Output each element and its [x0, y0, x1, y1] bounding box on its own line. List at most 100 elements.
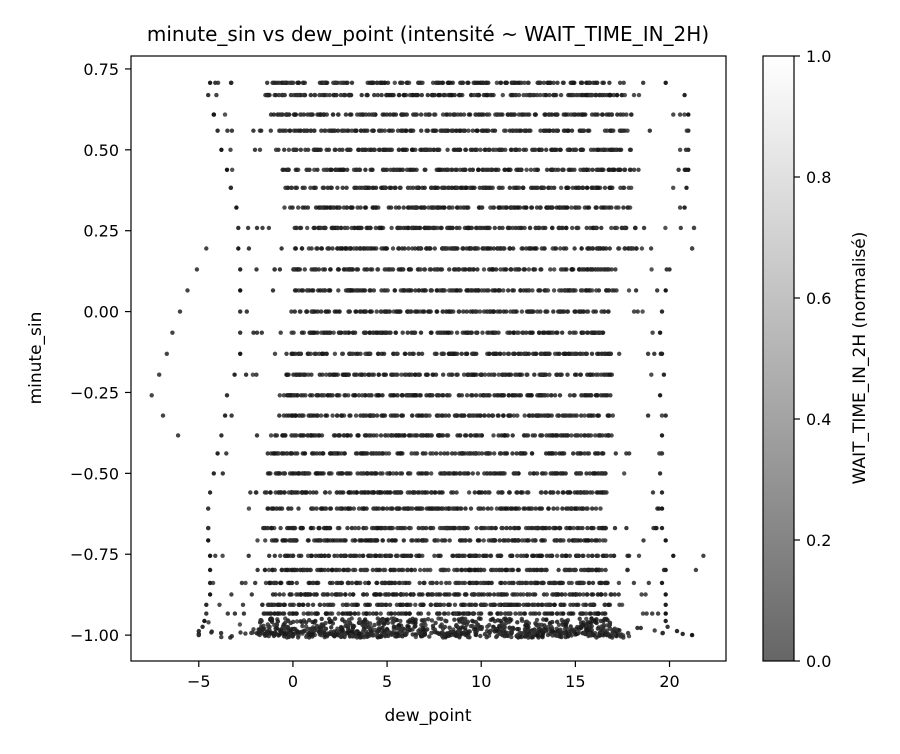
scatter-point — [326, 553, 332, 558]
scatter-point — [565, 309, 570, 314]
scatter-point — [318, 225, 324, 231]
scatter-point — [369, 553, 374, 558]
scatter-point — [327, 246, 332, 251]
scatter-point — [296, 205, 301, 210]
scatter-point — [525, 80, 531, 86]
scatter-point — [622, 92, 627, 98]
scatter-point — [426, 309, 431, 314]
scatter-point — [341, 433, 347, 438]
scatter-point — [296, 92, 301, 98]
scatter-point — [504, 80, 509, 86]
scatter-point — [507, 246, 513, 251]
scatter-point — [468, 413, 473, 418]
scatter-point — [357, 372, 363, 377]
scatter-point — [373, 451, 379, 456]
scatter-point — [314, 393, 319, 398]
scatter-point — [506, 413, 511, 418]
scatter-point — [440, 309, 445, 314]
scatter-point — [461, 309, 466, 314]
scatter-point — [313, 267, 318, 272]
scatter-point — [279, 80, 285, 86]
scatter-point — [428, 288, 434, 293]
scatter-point — [583, 393, 589, 398]
scatter-point — [492, 128, 498, 133]
scatter-point — [577, 592, 583, 597]
scatter-point — [424, 246, 429, 251]
scatter-point — [510, 92, 515, 98]
scatter-point — [456, 309, 461, 314]
scatter-point — [523, 580, 528, 586]
scatter-point — [609, 433, 614, 438]
scatter-point — [399, 490, 404, 495]
scatter-point — [278, 525, 283, 531]
scatter-point — [596, 525, 601, 531]
scatter-point — [300, 288, 306, 293]
scatter-point — [420, 288, 425, 293]
scatter-point — [361, 330, 367, 335]
scatter-point — [423, 413, 428, 418]
scatter-point — [581, 553, 586, 558]
scatter-point — [361, 525, 366, 531]
scatter-point — [581, 112, 587, 117]
scatter-point — [593, 372, 599, 377]
scatter-point — [555, 112, 560, 117]
scatter-point — [385, 471, 390, 476]
scatter-point — [565, 128, 570, 133]
scatter-point — [500, 185, 505, 190]
scatter-point — [389, 506, 394, 511]
scatter-point — [558, 580, 564, 586]
scatter-point — [324, 525, 330, 531]
scatter-point — [659, 506, 665, 511]
scatter-point — [553, 92, 559, 98]
scatter-point — [412, 451, 417, 456]
scatter-point — [277, 506, 282, 511]
scatter-point — [374, 80, 379, 86]
scatter-point — [345, 80, 350, 86]
scatter-point — [363, 580, 368, 586]
scatter-point — [473, 309, 478, 314]
scatter-point — [641, 225, 647, 231]
scatter-point — [584, 490, 589, 495]
scatter-point — [485, 330, 490, 335]
scatter-point — [593, 80, 598, 86]
scatter-point — [418, 567, 423, 573]
scatter-point — [245, 225, 251, 231]
scatter-point — [356, 147, 361, 152]
scatter-point — [454, 580, 459, 586]
scatter-point — [382, 413, 388, 418]
scatter-point — [497, 567, 502, 573]
scatter-point — [522, 80, 527, 86]
scatter-point — [518, 451, 523, 456]
scatter-point — [289, 413, 295, 418]
scatter-point — [435, 225, 440, 231]
scatter-point — [572, 80, 577, 86]
scatter-point — [631, 92, 637, 98]
scatter-point — [560, 225, 566, 231]
scatter-point — [367, 225, 373, 231]
scatter-point — [314, 538, 319, 543]
scatter-point — [512, 393, 517, 398]
scatter-point — [511, 471, 516, 476]
scatter-point — [555, 433, 560, 438]
scatter-point — [546, 506, 551, 511]
scatter-point — [449, 185, 454, 190]
scatter-point — [397, 92, 402, 98]
scatter-point — [478, 147, 483, 152]
scatter-point — [619, 128, 625, 133]
scatter-point — [650, 330, 655, 335]
scatter-point — [539, 351, 544, 356]
scatter-point — [263, 92, 268, 98]
scatter-point — [443, 246, 448, 251]
scatter-point — [487, 351, 492, 356]
scatter-point — [524, 309, 530, 314]
scatter-point — [353, 525, 358, 531]
scatter-point — [413, 246, 418, 251]
scatter-point — [571, 112, 576, 117]
scatter-point — [337, 167, 343, 172]
scatter-point — [416, 351, 421, 356]
scatter-point — [606, 167, 611, 172]
scatter-point — [312, 351, 317, 356]
scatter-point — [289, 80, 294, 86]
scatter-point — [544, 147, 549, 152]
scatter-point — [612, 288, 617, 293]
